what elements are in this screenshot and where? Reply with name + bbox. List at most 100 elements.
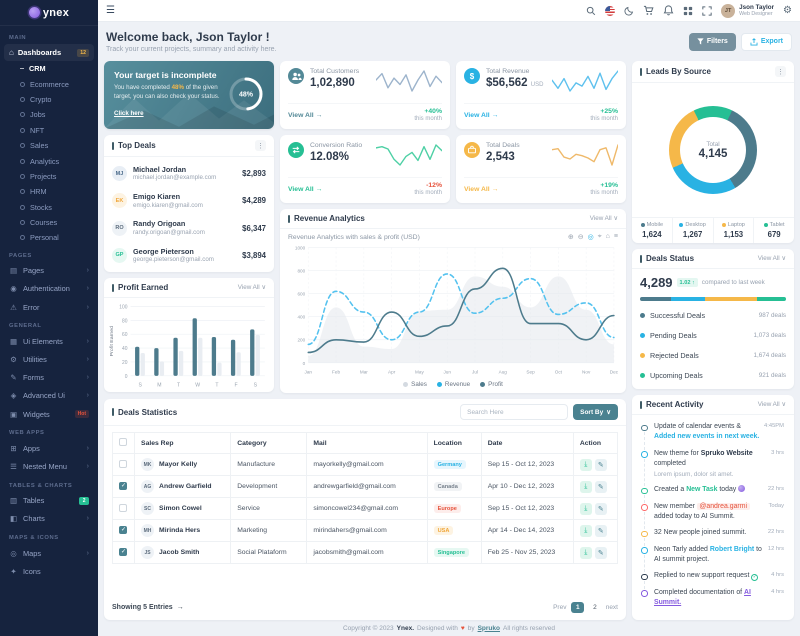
edit-action-icon[interactable]: ✎ xyxy=(594,502,607,515)
sidebar-item-tables[interactable]: ▥ Tables 2 xyxy=(0,492,98,510)
download-action-icon[interactable]: ⤓ xyxy=(579,524,592,537)
view-all-link[interactable]: View All → xyxy=(288,111,323,119)
sidebar-item-sales[interactable]: Sales xyxy=(0,138,98,153)
sidebar-item-courses[interactable]: Courses xyxy=(0,215,98,230)
click-here-link[interactable]: Click here xyxy=(114,109,144,117)
row-checkbox[interactable] xyxy=(119,459,127,468)
sort-by-button[interactable]: Sort By ∨ xyxy=(573,404,618,420)
sidebar-item-crypto[interactable]: Crypto xyxy=(0,92,98,107)
svg-text:60: 60 xyxy=(122,332,128,338)
download-action-icon[interactable]: ⤓ xyxy=(579,502,592,515)
view-all-link[interactable]: View All → xyxy=(464,111,499,119)
hamburger-menu-icon[interactable]: ☰ xyxy=(106,5,115,16)
sidebar-item-crm[interactable]: CRM xyxy=(0,61,98,76)
sidebar-item-hrm[interactable]: HRM xyxy=(0,184,98,199)
sidebar-item-authentication[interactable]: ◉ Authentication › xyxy=(10,284,89,294)
edit-action-icon[interactable]: ✎ xyxy=(594,524,607,537)
select-all-checkbox[interactable] xyxy=(119,438,127,446)
selection-zoom-icon[interactable]: ◎ xyxy=(587,234,594,241)
location-badge: Europe xyxy=(433,504,461,513)
column-header-location[interactable]: Location xyxy=(426,432,482,454)
row-checkbox[interactable] xyxy=(119,525,127,534)
column-header-sales-rep[interactable]: Sales Rep xyxy=(134,432,232,454)
apps-grid-icon[interactable] xyxy=(683,6,693,16)
sidebar-item-personal[interactable]: Personal xyxy=(0,230,98,245)
table-search-input[interactable] xyxy=(460,404,569,420)
fullscreen-icon[interactable] xyxy=(702,5,712,16)
download-action-icon[interactable]: ⤓ xyxy=(579,458,592,471)
column-header-date[interactable]: Date xyxy=(480,432,574,454)
reset-home-icon[interactable]: ⌂ xyxy=(605,233,610,240)
svg-text:May: May xyxy=(415,369,424,375)
cart-icon[interactable]: 5 xyxy=(643,2,656,16)
row-checkbox[interactable] xyxy=(119,503,127,512)
brand-logo-text: ynex xyxy=(42,6,70,19)
sidebar-item-advanced-ui[interactable]: ◈ Advanced Ui › xyxy=(10,391,89,401)
pagination-prev[interactable]: Prev xyxy=(553,604,567,611)
language-flag-icon[interactable] xyxy=(605,5,616,16)
sidebar-item-stocks[interactable]: Stocks xyxy=(0,200,98,215)
download-action-icon[interactable]: ⤓ xyxy=(579,546,592,559)
zoom-out-icon[interactable]: ⊖ xyxy=(577,234,584,241)
sidebar-item-icons[interactable]: ✦ Icons xyxy=(10,566,41,576)
sidebar-item-ecommerce[interactable]: Ecommerce xyxy=(0,76,98,91)
sidebar-item-charts[interactable]: ◧ Charts › xyxy=(9,514,89,524)
column-header-category[interactable]: Category xyxy=(230,432,308,454)
pagination-page-1[interactable]: 1 xyxy=(571,602,585,613)
filters-button[interactable]: Filters xyxy=(688,32,736,51)
sidebar-item-ui-elements[interactable]: ▦ Ui Elements › xyxy=(9,336,89,346)
sidebar-item-widgets[interactable]: ▣ Widgets Hot xyxy=(0,405,98,423)
more-options-icon[interactable]: ⋮ xyxy=(255,140,266,151)
chart-menu-icon[interactable]: ≡ xyxy=(613,233,618,240)
view-all-dropdown[interactable]: View All ∨ xyxy=(757,255,786,262)
sidebar-item-nested-menu[interactable]: ☰ Nested Menu › xyxy=(10,461,89,471)
user-profile-menu[interactable]: JT Json Taylor Web Designer xyxy=(721,3,774,18)
activity-item: 3 hrs New theme for Spruko Website comple… xyxy=(641,449,786,486)
panning-icon[interactable]: ⌖ xyxy=(597,233,602,240)
view-all-dropdown[interactable]: View All ∨ xyxy=(237,284,266,291)
view-all-link[interactable]: View All → xyxy=(464,185,499,193)
brand-logo[interactable]: ynex xyxy=(0,0,98,26)
svg-text:Jul: Jul xyxy=(472,369,478,375)
top-deals-title: Top Deals xyxy=(118,141,156,150)
edit-action-icon[interactable]: ✎ xyxy=(594,546,607,559)
edit-action-icon[interactable]: ✎ xyxy=(594,458,607,471)
view-all-dropdown[interactable]: View All ∨ xyxy=(589,215,618,222)
target-percent: 48% xyxy=(171,84,184,91)
sidebar-item-nft[interactable]: NFT xyxy=(0,123,98,138)
sidebar-item-projects[interactable]: Projects xyxy=(0,169,98,184)
deals-status-card: Deals Status View All ∨ 4,289 1.02 ↑ comp… xyxy=(632,249,794,389)
column-header-mail[interactable]: Mail xyxy=(306,432,428,454)
deals-status-value: 4,289 xyxy=(640,275,673,290)
more-options-icon[interactable]: ⋮ xyxy=(775,66,786,77)
view-all-dropdown[interactable]: View All ∨ xyxy=(757,401,786,408)
legend-profit[interactable]: Profit xyxy=(480,381,503,388)
legend-sales[interactable]: Sales xyxy=(403,381,427,388)
sidebar-item-jobs[interactable]: Jobs xyxy=(0,107,98,122)
legend-revenue[interactable]: Revenue xyxy=(436,381,470,388)
zoom-in-icon[interactable]: ⊕ xyxy=(567,234,574,241)
edit-action-icon[interactable]: ✎ xyxy=(594,480,607,493)
row-checkbox[interactable] xyxy=(119,547,127,556)
download-action-icon[interactable]: ⤓ xyxy=(579,480,592,493)
spruko-link[interactable]: Spruko xyxy=(477,624,500,632)
timeline-dot xyxy=(641,573,648,581)
sidebar-item-forms[interactable]: ✎ Forms › xyxy=(10,373,89,383)
pagination-page-2[interactable]: 2 xyxy=(593,604,597,611)
sidebar-item-analytics[interactable]: Analytics xyxy=(0,153,98,168)
notifications-bell-icon[interactable]: 2 xyxy=(663,2,676,16)
dark-mode-moon-icon[interactable] xyxy=(624,6,634,16)
row-checkbox[interactable] xyxy=(119,481,127,490)
settings-gear-icon[interactable]: ⚙ xyxy=(783,5,792,16)
export-button[interactable]: Export xyxy=(740,32,792,51)
pagination-next[interactable]: next xyxy=(605,604,618,611)
sidebar-item-dashboards[interactable]: ⌂ Dashboards 12 xyxy=(4,44,94,61)
search-icon[interactable] xyxy=(586,6,596,16)
sidebar-item-maps[interactable]: ◎ Maps › xyxy=(10,548,89,558)
svg-text:Jun: Jun xyxy=(443,369,451,375)
sidebar-item-pages[interactable]: ▤ Pages › xyxy=(9,266,89,276)
sidebar-item-utilities[interactable]: ⚙ Utilities › xyxy=(10,355,89,365)
sidebar-item-apps[interactable]: ⊞ Apps › xyxy=(10,443,89,453)
sidebar-item-error[interactable]: ⚠ Error › xyxy=(10,302,89,312)
view-all-link[interactable]: View All → xyxy=(288,185,323,193)
